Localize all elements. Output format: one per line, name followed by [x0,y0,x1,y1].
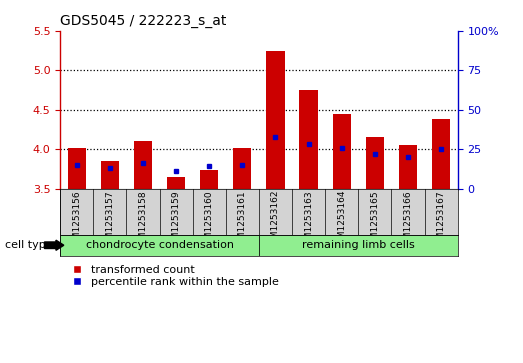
Text: GSM1253163: GSM1253163 [304,190,313,250]
Bar [266,50,285,188]
Text: GSM1253164: GSM1253164 [337,190,346,250]
Text: remaining limb cells: remaining limb cells [302,240,415,250]
Bar [134,141,152,188]
Bar [200,170,218,188]
Bar [333,114,351,188]
Text: GSM1253166: GSM1253166 [403,190,413,250]
Text: GSM1253162: GSM1253162 [271,190,280,250]
Legend: transformed count, percentile rank within the sample: transformed count, percentile rank withi… [66,265,279,287]
Text: chondrocyte condensation: chondrocyte condensation [86,240,233,250]
Text: GSM1253158: GSM1253158 [139,190,147,250]
Text: cell type: cell type [5,240,53,250]
Text: GSM1253165: GSM1253165 [370,190,379,250]
Text: GSM1253157: GSM1253157 [105,190,115,250]
Bar [399,145,417,188]
Bar [432,119,450,188]
Text: GSM1253156: GSM1253156 [72,190,81,250]
Text: GSM1253167: GSM1253167 [437,190,446,250]
Text: GDS5045 / 222223_s_at: GDS5045 / 222223_s_at [60,15,226,28]
Text: GSM1253161: GSM1253161 [238,190,247,250]
Bar [366,137,384,188]
Bar [259,234,458,256]
Bar [300,90,317,188]
Text: GSM1253160: GSM1253160 [204,190,214,250]
Bar [60,234,259,256]
Bar [67,148,86,188]
Bar [233,148,252,188]
Text: GSM1253159: GSM1253159 [172,190,180,250]
Bar [101,161,119,188]
Bar [167,177,185,188]
